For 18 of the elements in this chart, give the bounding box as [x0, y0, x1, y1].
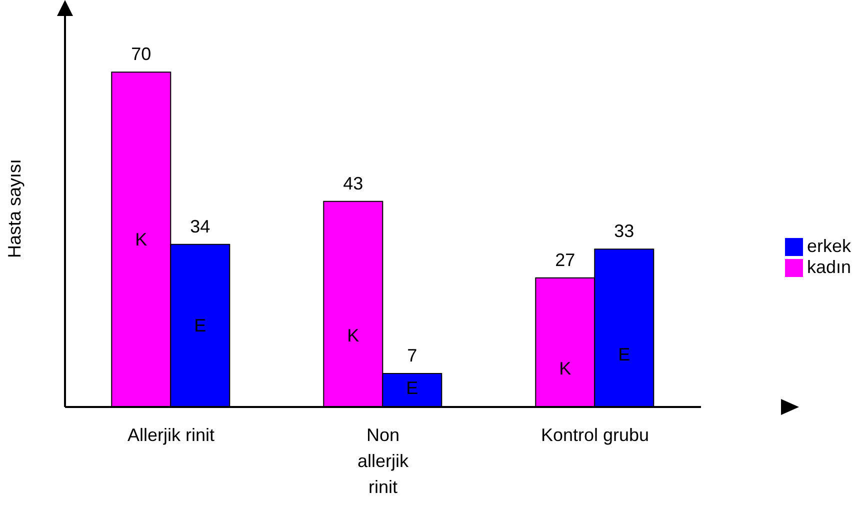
- y-axis-title: Hasta sayısı: [4, 158, 24, 258]
- data-label: 27: [555, 250, 576, 270]
- legend-label: erkek: [807, 236, 852, 256]
- annotation: K: [559, 358, 572, 379]
- annotation: K: [135, 230, 148, 250]
- x-tick-label: Non allerjik rinit: [357, 425, 410, 497]
- annotation: E: [194, 316, 206, 336]
- data-label: 70: [131, 44, 152, 64]
- annotation: K: [347, 325, 360, 346]
- annotation: E: [618, 344, 630, 364]
- data-label: 43: [343, 173, 364, 194]
- x-tick-label: Allerjik rinit: [127, 425, 215, 445]
- data-label: 33: [614, 221, 634, 242]
- data-label: 7: [407, 346, 418, 366]
- legend-label: kadın: [807, 257, 852, 277]
- annotation: E: [406, 378, 418, 398]
- x-tick-label: Kontrol grubu: [540, 425, 650, 445]
- data-label: 34: [190, 216, 210, 236]
